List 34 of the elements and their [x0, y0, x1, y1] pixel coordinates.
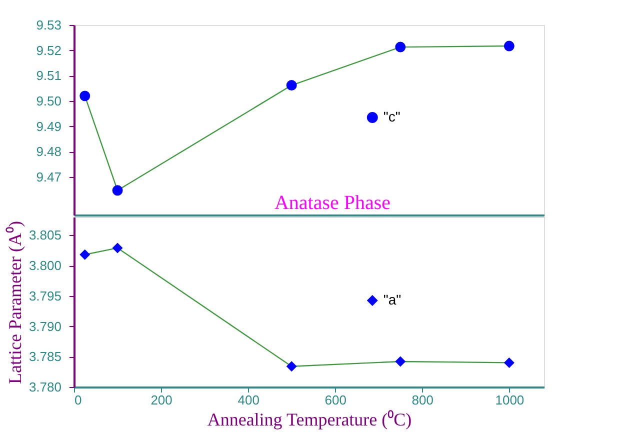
y-tick-label: 9.48: [36, 144, 62, 160]
x-tick-label: 800: [412, 392, 434, 408]
legend-label: "c": [383, 108, 400, 124]
point: [504, 40, 514, 52]
x-tick-label: 200: [150, 392, 172, 408]
point: [112, 242, 123, 254]
y-tick-label: 3.795: [28, 288, 62, 304]
y-tick-label: 9.50: [36, 94, 62, 108]
legend-label: "a": [383, 292, 402, 308]
y-tick-label: 3.785: [28, 349, 62, 364]
y-tick-label: 9.47: [36, 170, 62, 184]
y-tick-label: 3.790: [28, 318, 62, 334]
point: [80, 249, 90, 260]
point: [395, 356, 406, 367]
annotation: Anatase Phase: [274, 192, 391, 214]
point: [80, 90, 90, 102]
x-tick-label: 0: [74, 392, 82, 408]
y-tick-label: 9.53: [36, 18, 62, 32]
y-tick-label: 3.805: [28, 228, 62, 243]
y-tick-label: 9.52: [36, 42, 62, 58]
point: [286, 80, 297, 91]
x-tick-label: 1000: [495, 392, 524, 408]
y-axis-title: Lattice Parameter (A⁰): [4, 221, 25, 384]
y-tick-label: 9.49: [36, 118, 62, 134]
x-tick-label: 400: [238, 392, 260, 408]
y-tick-label: 3.800: [28, 258, 62, 274]
point: [286, 361, 297, 372]
x-tick-label: 600: [324, 392, 346, 408]
point: [504, 357, 514, 368]
point: [395, 42, 406, 52]
y-tick-label: 3.780: [28, 380, 62, 394]
point: [112, 185, 123, 196]
y-tick-label: 9.51: [36, 68, 62, 84]
x-axis-title: Annealing Temperature (⁰C): [207, 410, 412, 430]
